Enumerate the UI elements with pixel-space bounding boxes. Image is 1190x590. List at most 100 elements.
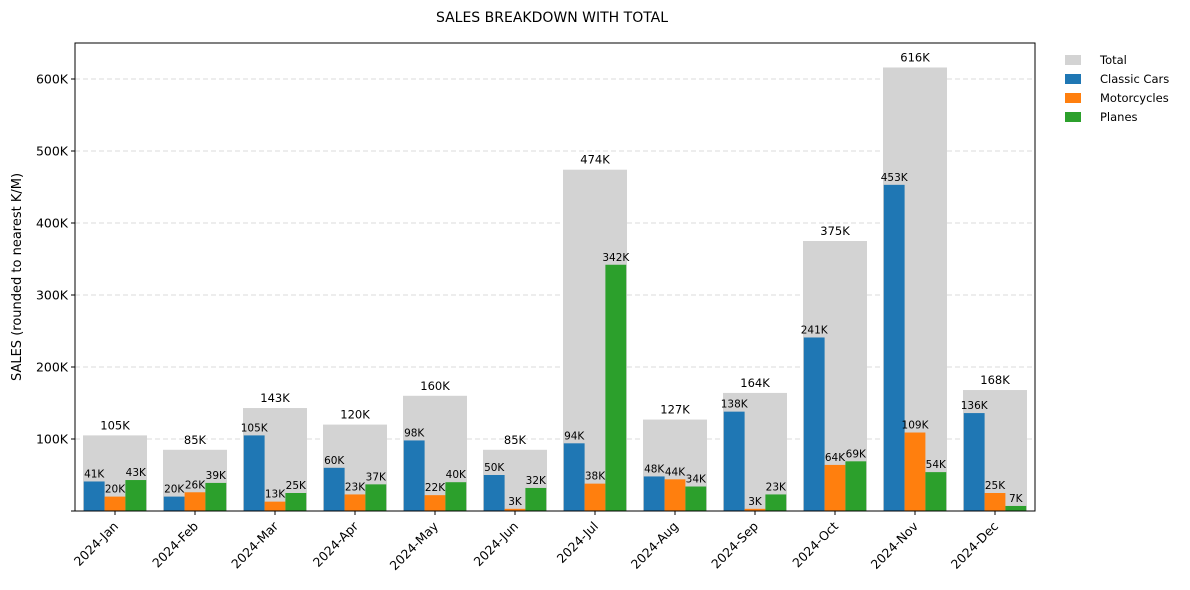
- x-tick-label: 2024-May: [387, 518, 442, 573]
- series-bar-planes: [525, 487, 547, 511]
- y-tick-label: 400K: [36, 216, 69, 231]
- series-bar-planes: [925, 472, 947, 511]
- series-bar-motorcycles: [664, 479, 686, 511]
- y-tick-label: 200K: [36, 360, 69, 375]
- total-value-label: 85K: [184, 433, 207, 447]
- series-value-label: 20K: [105, 484, 126, 496]
- total-value-label: 85K: [504, 433, 527, 447]
- series-value-label: 64K: [825, 452, 846, 464]
- series-value-label: 41K: [84, 468, 105, 480]
- series-value-label: 136K: [961, 400, 989, 412]
- total-value-label: 168K: [980, 373, 1010, 387]
- series-value-label: 23K: [766, 481, 787, 493]
- total-value-label: 164K: [740, 376, 770, 390]
- y-axis-label: SALES (rounded to nearest K/M): [10, 173, 25, 381]
- total-value-label: 120K: [340, 408, 370, 422]
- series-bar-classic-cars: [723, 411, 745, 511]
- series-bar-classic-cars: [403, 440, 425, 511]
- x-tick-label: 2024-Apr: [310, 518, 362, 570]
- series-bar-planes: [1005, 505, 1027, 511]
- series-bar-planes: [125, 480, 147, 511]
- series-value-label: 50K: [484, 462, 505, 474]
- series-value-label: 13K: [265, 489, 286, 501]
- series-bar-classic-cars: [83, 481, 105, 511]
- x-tick-label: 2024-Jun: [471, 519, 522, 570]
- x-tick-label: 2024-Jan: [71, 519, 121, 569]
- series-value-label: 22K: [425, 482, 446, 494]
- series-value-label: 43K: [126, 467, 147, 479]
- series-bar-classic-cars: [803, 337, 825, 511]
- series-bar-motorcycles: [584, 483, 606, 511]
- legend-swatch: [1065, 112, 1081, 122]
- series-value-label: 25K: [985, 480, 1006, 492]
- series-bar-classic-cars: [323, 467, 345, 511]
- series-value-label: 39K: [206, 470, 227, 482]
- chart-title: SALES BREAKDOWN WITH TOTAL: [436, 10, 668, 26]
- legend: Total Classic Cars Motorcycles Planes: [1065, 53, 1169, 124]
- total-value-label: 127K: [660, 403, 690, 417]
- series-value-label: 38K: [585, 471, 606, 483]
- series-bar-planes: [685, 486, 707, 511]
- total-value-label: 375K: [820, 224, 850, 238]
- series-value-label: 94K: [564, 430, 585, 442]
- series-bar-motorcycles: [504, 508, 526, 511]
- series-bar-planes: [285, 493, 307, 511]
- bar-labels: 105K 85K 143K 120K 160K 85K 474K 127K 164K 375K 61…: [84, 50, 1024, 507]
- series-bar-classic-cars: [643, 476, 665, 511]
- series-bar-motorcycles: [264, 501, 286, 511]
- legend-swatch: [1065, 93, 1081, 103]
- series-value-label: 105K: [241, 422, 269, 434]
- series-bar-motorcycles: [824, 464, 846, 511]
- series-bar-planes: [845, 461, 867, 511]
- series-bar-motorcycles: [424, 495, 446, 511]
- series-bar-motorcycles: [904, 432, 926, 511]
- x-tick-label: 2024-Jul: [554, 519, 601, 566]
- series-bar-classic-cars: [963, 413, 985, 511]
- bars: [83, 67, 1027, 511]
- series-bar-planes: [605, 264, 627, 511]
- series-value-label: 34K: [686, 474, 707, 486]
- series-bar-motorcycles: [344, 494, 366, 511]
- total-value-label: 105K: [100, 418, 130, 432]
- legend-swatch: [1065, 74, 1081, 84]
- series-value-label: 98K: [404, 427, 425, 439]
- series-value-label: 54K: [926, 459, 947, 471]
- series-bar-classic-cars: [163, 496, 185, 511]
- series-bar-planes: [765, 494, 787, 511]
- x-tick-label: 2024-Mar: [228, 518, 282, 572]
- series-bar-classic-cars: [483, 475, 505, 511]
- y-tick-label: 600K: [36, 72, 69, 87]
- legend-label: Planes: [1100, 110, 1138, 124]
- series-bar-classic-cars: [243, 435, 265, 511]
- series-value-label: 20K: [164, 484, 185, 496]
- legend-label: Motorcycles: [1100, 91, 1169, 105]
- x-tick-label: 2024-Nov: [868, 518, 922, 572]
- series-value-label: 138K: [721, 399, 749, 411]
- y-tick-label: 100K: [36, 432, 69, 447]
- y-tick-label: 500K: [36, 144, 69, 159]
- series-value-label: 44K: [665, 466, 686, 478]
- total-value-label: 474K: [580, 153, 610, 167]
- series-bar-motorcycles: [744, 508, 766, 511]
- series-bar-motorcycles: [184, 492, 206, 511]
- series-value-label: 40K: [446, 469, 467, 481]
- x-tick-label: 2024-Feb: [149, 518, 201, 570]
- series-value-label: 3K: [508, 496, 523, 508]
- legend-swatch: [1065, 55, 1081, 65]
- series-value-label: 342K: [602, 252, 630, 264]
- x-tick-label: 2024-Sep: [708, 518, 761, 571]
- series-value-label: 453K: [881, 172, 909, 184]
- series-value-label: 7K: [1009, 493, 1024, 505]
- series-value-label: 48K: [644, 463, 665, 475]
- series-bar-classic-cars: [883, 184, 905, 511]
- series-bar-planes: [365, 484, 387, 511]
- total-value-label: 616K: [900, 50, 930, 64]
- x-tick-label: 2024-Dec: [948, 518, 1001, 571]
- legend-label: Classic Cars: [1100, 72, 1169, 86]
- series-value-label: 3K: [748, 496, 763, 508]
- series-bar-classic-cars: [563, 443, 585, 511]
- series-value-label: 25K: [286, 480, 307, 492]
- y-tick-label: 300K: [36, 288, 69, 303]
- gridlines: [75, 78, 1035, 440]
